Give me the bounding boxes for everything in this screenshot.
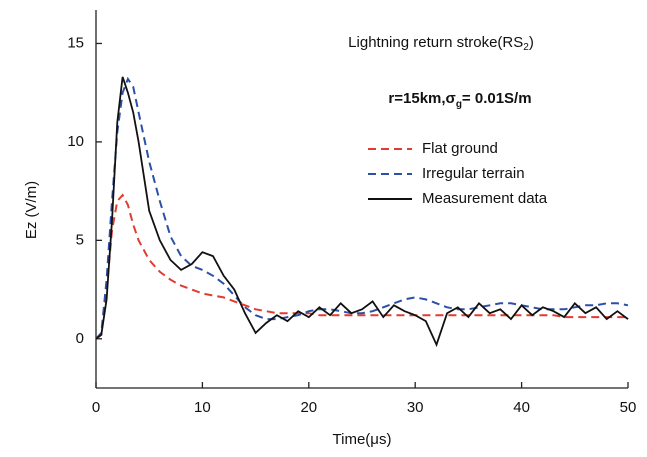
- x-axis-label: Time(μs): [333, 431, 392, 448]
- legend-label: Measurement data: [422, 190, 548, 207]
- annotation: r=15km,σg= 0.01S/m: [388, 90, 531, 110]
- y-tick-label: 15: [67, 34, 84, 51]
- x-tick-label: 50: [620, 399, 637, 416]
- y-tick-label: 10: [67, 133, 84, 150]
- series-line: [95, 76, 629, 340]
- x-tick-label: 0: [92, 399, 100, 416]
- series-line: [95, 193, 628, 340]
- x-tick-label: 30: [407, 399, 424, 416]
- annotation: Lightning return stroke(RS2): [348, 34, 534, 53]
- series-line: [95, 76, 629, 348]
- x-tick-label: 20: [300, 399, 317, 416]
- y-tick-label: 5: [76, 231, 84, 248]
- legend-label: Flat ground: [422, 140, 498, 157]
- y-tick-label: 0: [76, 330, 84, 347]
- y-axis-label: Ez (V/m): [23, 181, 40, 239]
- x-tick-label: 10: [194, 399, 211, 416]
- x-tick-label: 40: [513, 399, 530, 416]
- legend-label: Irregular terrain: [422, 165, 525, 182]
